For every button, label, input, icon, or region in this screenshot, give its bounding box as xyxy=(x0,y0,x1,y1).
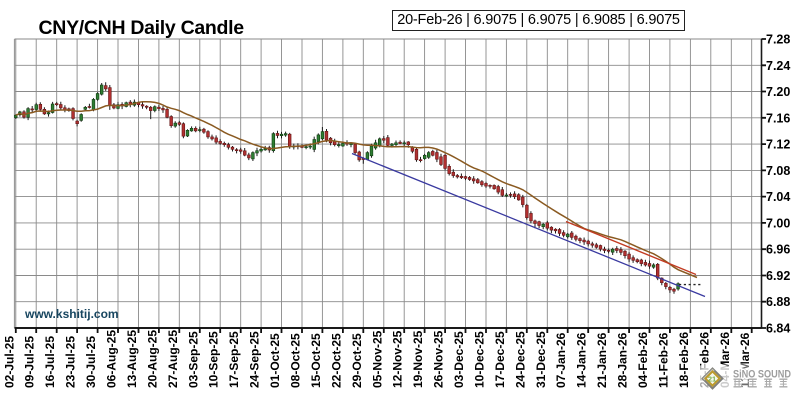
svg-text:7.16: 7.16 xyxy=(766,111,790,125)
svg-text:08-Oct-25: 08-Oct-25 xyxy=(289,333,303,388)
svg-text:21: 21 xyxy=(708,375,716,384)
svg-text:24-Sep-25: 24-Sep-25 xyxy=(248,331,262,388)
svg-text:03-Dec-25: 03-Dec-25 xyxy=(452,331,466,388)
svg-text:22-Oct-25: 22-Oct-25 xyxy=(329,333,343,388)
svg-text:17-Sep-25: 17-Sep-25 xyxy=(227,331,241,388)
svg-text:6.92: 6.92 xyxy=(766,269,790,283)
svg-text:19-Nov-25: 19-Nov-25 xyxy=(411,330,425,388)
svg-text:04-Feb-26: 04-Feb-26 xyxy=(636,332,650,388)
svg-text:27-Aug-25: 27-Aug-25 xyxy=(166,330,180,388)
svg-text:10-Sep-25: 10-Sep-25 xyxy=(207,331,221,388)
svg-text:SiNO SOUND: SiNO SOUND xyxy=(733,369,791,381)
svg-text:15-Oct-25: 15-Oct-25 xyxy=(309,333,323,388)
svg-text:10-Dec-25: 10-Dec-25 xyxy=(473,331,487,388)
svg-text:06-Aug-25: 06-Aug-25 xyxy=(105,330,119,388)
svg-text:31-Dec-25: 31-Dec-25 xyxy=(534,331,548,388)
svg-text:18-Feb-26: 18-Feb-26 xyxy=(677,332,691,388)
svg-text:24-Dec-25: 24-Dec-25 xyxy=(513,331,527,388)
svg-text:30-Jul-25: 30-Jul-25 xyxy=(84,336,98,388)
svg-text:26-Nov-25: 26-Nov-25 xyxy=(432,330,446,388)
svg-text:SiNO SOUND: SiNO SOUND xyxy=(733,369,791,381)
svg-text:16-Jul-25: 16-Jul-25 xyxy=(43,336,57,388)
svg-text:14-Jan-26: 14-Jan-26 xyxy=(575,332,589,388)
svg-text:09-Jul-25: 09-Jul-25 xyxy=(23,336,37,388)
svg-text:17-Dec-25: 17-Dec-25 xyxy=(493,331,507,388)
svg-text:7.28: 7.28 xyxy=(766,33,790,47)
svg-text:07-Jan-26: 07-Jan-26 xyxy=(554,332,568,388)
svg-text:12-Nov-25: 12-Nov-25 xyxy=(391,330,405,388)
svg-text:11-Mar-26: 11-Mar-26 xyxy=(738,332,752,388)
svg-text:7.24: 7.24 xyxy=(766,59,790,73)
svg-text:05-Nov-25: 05-Nov-25 xyxy=(370,330,384,388)
svg-text:21-Jan-26: 21-Jan-26 xyxy=(595,332,609,388)
svg-text:6.84: 6.84 xyxy=(766,322,790,336)
svg-text:7.12: 7.12 xyxy=(766,138,790,152)
svg-text:03-Sep-25: 03-Sep-25 xyxy=(186,331,200,388)
svg-text:6.88: 6.88 xyxy=(766,295,790,309)
svg-text:7.00: 7.00 xyxy=(766,216,790,230)
svg-text:02-Jul-25: 02-Jul-25 xyxy=(2,336,16,388)
svg-text:28-Jan-26: 28-Jan-26 xyxy=(616,332,630,388)
svg-text:6.96: 6.96 xyxy=(766,243,790,257)
svg-text:20-Aug-25: 20-Aug-25 xyxy=(145,330,159,388)
svg-text:13-Aug-25: 13-Aug-25 xyxy=(125,330,139,388)
svg-text:11-Feb-26: 11-Feb-26 xyxy=(656,332,670,388)
svg-text:23-Jul-25: 23-Jul-25 xyxy=(64,336,78,388)
svg-text:7.08: 7.08 xyxy=(766,164,790,178)
svg-text:7.04: 7.04 xyxy=(766,190,790,204)
svg-text:7.20: 7.20 xyxy=(766,85,790,99)
svg-text:01-Oct-25: 01-Oct-25 xyxy=(268,333,282,388)
svg-text:29-Oct-25: 29-Oct-25 xyxy=(350,333,364,388)
